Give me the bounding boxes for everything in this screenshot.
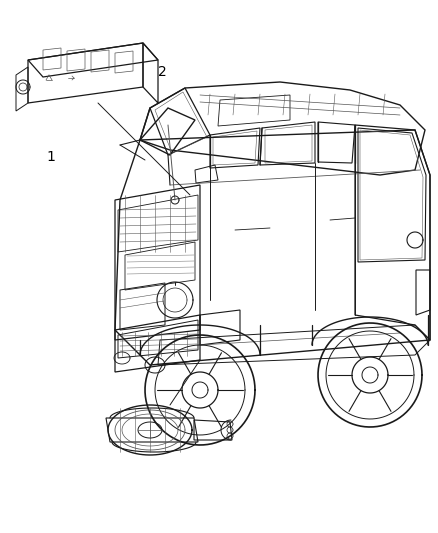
Text: 1: 1 <box>46 150 55 164</box>
Text: 2: 2 <box>158 65 166 79</box>
